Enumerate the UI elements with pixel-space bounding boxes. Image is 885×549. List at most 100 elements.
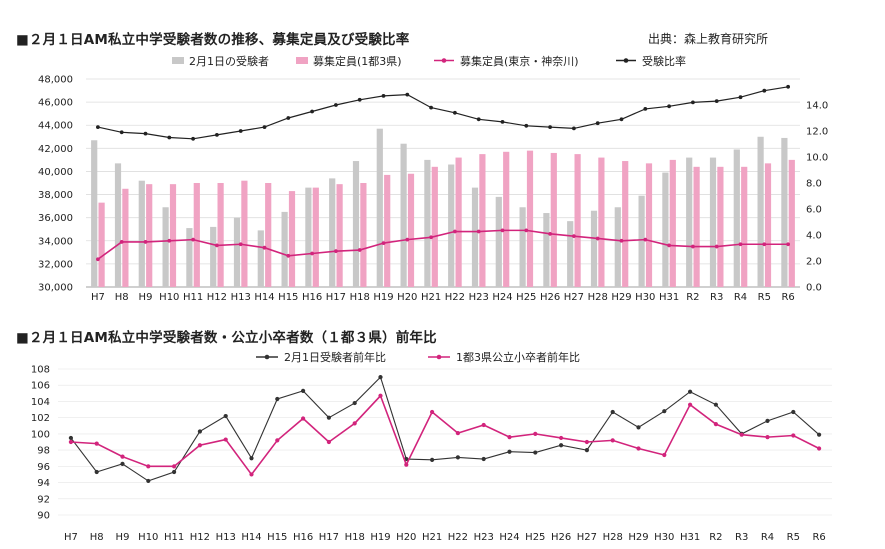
y-tick2: 98 [37,446,50,457]
bar-examinees [352,161,360,287]
point2-series-1 [559,435,564,441]
y-tick-right: 6.0 [806,205,822,216]
bar-examinees [281,211,288,287]
bar-capacity-1to3 [407,173,415,287]
x-tick: R6 [781,292,794,300]
point-series-2 [119,240,124,244]
point-series-2 [262,245,267,250]
legend2-label-1: 1都3県公立小卒者前年比 [456,350,580,364]
bar-examinees [662,172,669,287]
point-series-3 [548,125,552,129]
point2-series-1 [481,422,486,428]
bar-capacity-1to3 [360,183,367,287]
point-series-2 [619,238,624,243]
line-series-3 [97,86,789,140]
point2-series-1 [791,433,796,438]
point2-series-1 [662,452,667,458]
point2-series-0 [636,425,641,430]
point-series-3 [310,109,314,114]
point-series-3 [119,130,124,135]
bar-examinees [329,178,336,287]
x-tick: H25 [516,292,536,300]
bar-capacity-1to3 [669,159,676,287]
point2-series-1 [223,437,228,442]
legend2-marker-1 [436,354,442,360]
bar-examinees [400,143,407,287]
point-series-2 [691,244,695,249]
point2-series-0 [662,409,667,414]
x-tick2: H22 [448,532,468,543]
bar-capacity-1to3 [788,159,795,287]
bar-capacity-1to3 [693,166,700,287]
x-tick: H11 [183,292,203,300]
legend-label-1: 募集定員(1都3県) [313,54,402,68]
point2-series-0 [559,443,564,448]
bar-capacity-1to3 [764,163,772,287]
y-tick2: 92 [37,494,50,505]
point2-series-1 [455,430,460,436]
bar-examinees [138,180,145,287]
chart2-title: ■２月１日AM私立中学受験者数・公立小卒者数（１都３県）前年比 [16,330,437,346]
y-tick-right: 0.0 [806,283,822,294]
point2-series-1 [326,439,331,445]
point-series-2 [500,228,505,233]
point-series-2 [405,237,410,242]
x-tick2: H11 [164,532,184,543]
y-tick2: 104 [31,397,50,408]
point-series-3 [238,129,243,133]
point2-series-0 [301,388,306,393]
y-tick-right: 10.0 [806,153,828,164]
point2-series-1 [301,416,306,421]
bar-examinees [614,207,621,287]
point2-series-0 [197,429,202,434]
point-series-3 [762,88,767,93]
bar-examinees [709,157,717,287]
point-series-2 [667,243,671,248]
bar-examinees [567,221,574,287]
point-series-3 [334,103,338,107]
point-series-3 [738,95,743,100]
y-tick-right: 12.0 [806,127,828,138]
x-tick2: H20 [396,532,416,543]
x-tick: H16 [302,292,322,300]
legend-label-2: 募集定員(東京・神奈川) [460,54,579,68]
x-tick2: H31 [680,532,700,543]
x-tick: H19 [373,292,393,300]
bar-examinees [590,210,598,287]
bar-examinees [257,230,264,287]
y-tick2: 94 [37,478,50,489]
point-series-2 [643,237,648,242]
bar-examinees [162,207,169,287]
x-tick2: H28 [603,532,623,543]
x-tick: H21 [421,292,441,300]
point2-series-0 [584,448,590,453]
point-series-3 [215,133,219,137]
point2-series-1 [636,446,641,451]
x-tick: H31 [659,292,679,300]
point2-series-1 [404,462,409,467]
y-tick2: 108 [31,365,50,376]
point2-series-1 [430,409,435,415]
bar-examinees [543,213,550,287]
bar-capacity-1to3 [146,184,153,287]
y-tick2: 102 [31,413,50,424]
x-tick: H29 [611,292,631,300]
legend-label-0: 2月1日の受験者 [189,54,269,68]
bar-examinees [186,228,193,287]
point-series-3 [143,131,148,136]
x-tick2: R6 [812,532,825,543]
point2-series-0 [713,402,719,407]
point2-series-0 [481,456,486,462]
bar-capacity-1to3 [288,191,296,287]
x-tick: H8 [115,292,129,300]
point-series-3 [96,125,100,129]
x-tick2: H19 [370,532,390,543]
point-series-2 [572,234,576,239]
x-tick2: H18 [345,532,365,543]
x-tick: H30 [635,292,655,300]
point-series-2 [762,242,767,247]
x-tick2: H26 [551,532,571,543]
bar-examinees [305,187,312,287]
x-tick: R5 [758,292,771,300]
bar-capacity-1to3 [98,202,105,287]
